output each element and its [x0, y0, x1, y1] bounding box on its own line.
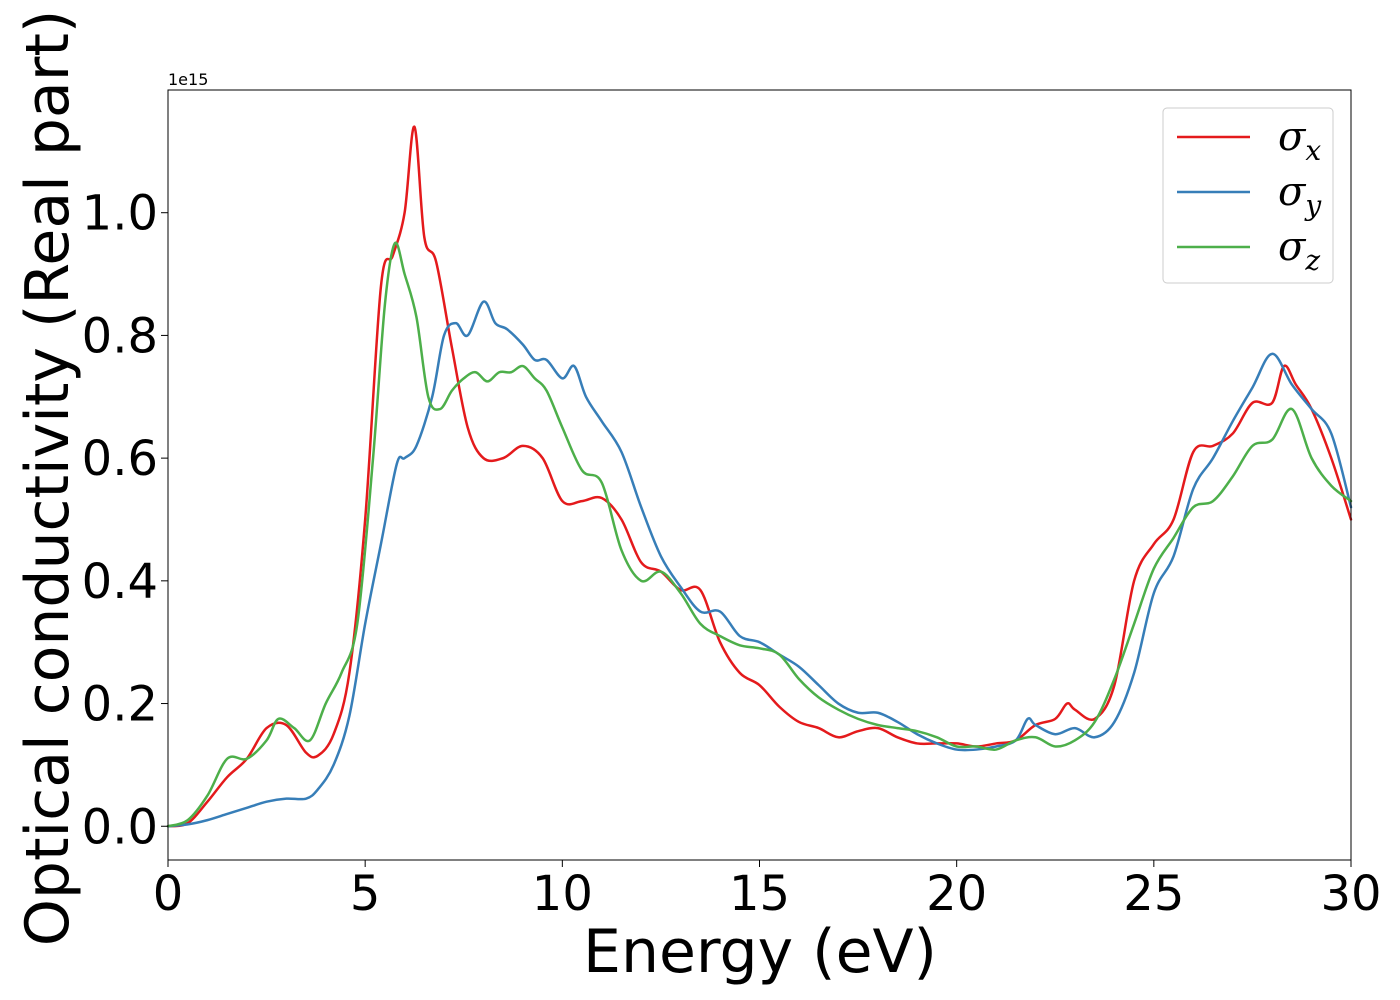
y-axis-ticks: 0.0 0.2 0.4 0.6 0.8 1.0: [82, 186, 168, 855]
y-tick-label: 0.4: [82, 554, 158, 610]
y-axis-label: Optical conductivity (Real part): [13, 10, 83, 947]
series-line-z: [166, 241, 1353, 828]
legend-box: [1162, 107, 1334, 284]
x-tick-label: 25: [1123, 866, 1184, 922]
x-tick-label: 30: [1320, 866, 1381, 922]
x-tick-label: 15: [729, 866, 790, 922]
legend-subscript: z: [1304, 244, 1320, 277]
y-offset-text: 1e15: [168, 70, 208, 89]
x-axis-label: Energy (eV): [583, 917, 937, 987]
y-tick-label: 0.6: [82, 431, 158, 487]
legend-subscript: x: [1305, 134, 1321, 167]
y-tick-label: 0.2: [82, 677, 158, 733]
x-axis-ticks: 0 5 10 15 20 25 30: [153, 860, 1382, 922]
y-tick-label: 0.8: [82, 308, 158, 364]
x-tick-label: 5: [350, 866, 381, 922]
series-line-x: [166, 125, 1353, 828]
y-tick-label: 1.0: [82, 186, 158, 242]
x-tick-label: 10: [532, 866, 593, 922]
legend-subscript: y: [1303, 189, 1322, 222]
x-tick-label: 0: [153, 866, 184, 922]
series-layer: [166, 125, 1353, 828]
x-tick-label: 20: [926, 866, 987, 922]
y-tick-label: 0.0: [82, 799, 158, 855]
series-line-y: [166, 300, 1353, 828]
